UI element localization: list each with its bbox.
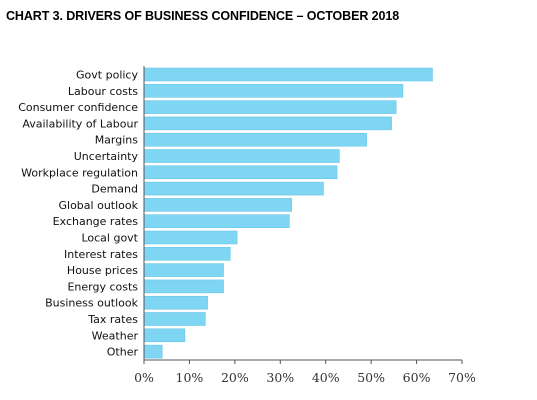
bar-govt-policy <box>143 67 433 82</box>
bar-house-prices <box>143 263 224 277</box>
bar-uncertainty <box>143 149 340 163</box>
category-label-weather: Weather <box>92 329 139 342</box>
category-label-uncertainty: Uncertainty <box>74 150 139 163</box>
chart-title: CHART 3. DRIVERS OF BUSINESS CONFIDENCE … <box>6 9 400 23</box>
category-label-business-outlook: Business outlook <box>45 297 139 310</box>
category-labels: Govt policy Labour costs Consumer confiden… <box>18 69 138 359</box>
category-label-local-govt: Local govt <box>81 232 138 245</box>
x-axis: 0% 10% 20% 30% 40% 50% 60% 70% <box>134 66 476 385</box>
bar-other <box>143 344 163 359</box>
x-tick-label: 60% <box>403 370 431 385</box>
x-tick-label: 70% <box>448 370 476 385</box>
bar-labour-costs <box>143 84 404 98</box>
category-label-consumer-confidence: Consumer confidence <box>18 101 138 114</box>
bar-business-outlook <box>143 295 208 310</box>
bar-consumer-confidence <box>143 100 397 114</box>
bar-exchange-rates <box>143 214 290 228</box>
category-label-demand: Demand <box>91 183 138 196</box>
bar-workplace-regulation <box>143 165 338 180</box>
x-tick-label: 50% <box>357 370 385 385</box>
x-tick-label: 40% <box>312 370 340 385</box>
bar-demand <box>143 181 324 196</box>
category-label-house-prices: House prices <box>67 264 138 277</box>
x-tick-label: 30% <box>266 370 294 385</box>
category-label-availability-of-labour: Availability of Labour <box>22 117 138 130</box>
bar-local-govt <box>143 230 238 245</box>
category-label-tax-rates: Tax rates <box>87 313 138 326</box>
bar-interest-rates <box>143 247 231 261</box>
x-tick-label: 0% <box>134 370 154 385</box>
category-label-margins: Margins <box>95 134 139 147</box>
category-label-other: Other <box>107 346 139 359</box>
category-label-interest-rates: Interest rates <box>64 248 138 261</box>
bar-tax-rates <box>143 312 206 326</box>
bar-margins <box>143 132 367 147</box>
bar-global-outlook <box>143 198 292 212</box>
category-label-govt-policy: Govt policy <box>76 69 138 82</box>
category-label-global-outlook: Global outlook <box>59 199 139 212</box>
category-label-energy-costs: Energy costs <box>67 280 138 293</box>
x-tick-label: 20% <box>221 370 249 385</box>
x-tick-label: 10% <box>176 370 204 385</box>
category-label-workplace-regulation: Workplace regulation <box>21 166 138 179</box>
bar-weather <box>143 328 186 343</box>
bar-energy-costs <box>143 279 224 294</box>
bar-availability-of-labour <box>143 116 392 131</box>
bars-layer <box>143 67 433 359</box>
category-label-labour-costs: Labour costs <box>68 85 138 98</box>
category-label-exchange-rates: Exchange rates <box>53 215 139 228</box>
